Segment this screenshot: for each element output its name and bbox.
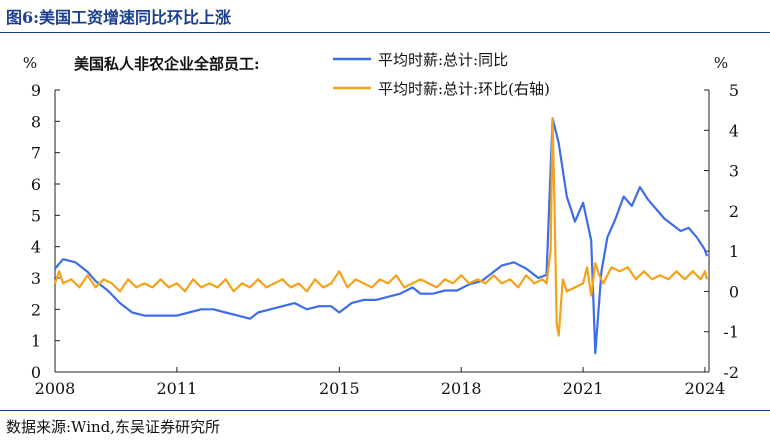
right-tick-label: -1 [723, 323, 739, 342]
x-tick-label: 2018 [441, 379, 482, 398]
series-line-yoy [54, 117, 709, 355]
left-tick-label: 0 [31, 363, 41, 382]
x-tick-label: 2024 [685, 379, 726, 398]
left-tick-label: 8 [31, 112, 41, 131]
left-tick-label: 6 [31, 175, 41, 194]
right-tick-label: 0 [729, 282, 739, 301]
right-tick-label: 5 [729, 81, 739, 100]
chart-series [53, 117, 709, 355]
right-tick-label: 3 [729, 162, 739, 181]
source-note: 数据来源:Wind,东吴证券研究所 [6, 418, 221, 436]
source-rule [0, 410, 770, 411]
left-tick-label: 9 [31, 81, 41, 100]
title-rule [0, 32, 770, 33]
x-tick-label: 2008 [35, 379, 76, 398]
left-axis-unit: % [23, 54, 37, 72]
right-tick-label: 2 [729, 202, 739, 221]
left-tick-label: 1 [31, 332, 41, 351]
x-tick-label: 2011 [157, 379, 198, 398]
right-tick-label: 4 [729, 121, 739, 140]
left-tick-label: 5 [31, 206, 41, 225]
series-line-mom [53, 117, 709, 337]
left-tick-label: 7 [31, 144, 41, 163]
legend-label: 平均时薪:总计:环比(右轴) [378, 80, 550, 98]
right-tick-label: -2 [723, 363, 739, 382]
right-tick-label: 1 [729, 242, 739, 261]
right-axis-unit: % [714, 54, 728, 72]
left-tick-label: 2 [31, 300, 41, 319]
left-tick-label: 4 [31, 238, 41, 257]
x-tick-label: 2021 [563, 379, 604, 398]
left-tick-label: 3 [31, 269, 41, 288]
chart-axes: % % 0 1 2 3 4 5 6 7 8 9 -2 -1 0 1 2 3 4 5 2008 2011 2015 2018 20… [23, 54, 739, 398]
figure-title: 图6:美国工资增速同比环比上涨 [6, 8, 232, 27]
legend-label: 平均时薪:总计:同比 [378, 51, 508, 69]
line-chart: % % 0 1 2 3 4 5 6 7 8 9 -2 -1 0 1 2 3 4 5 2008 2011 2015 2018 20… [23, 51, 739, 398]
x-tick-label: 2015 [319, 379, 360, 398]
chart-title: 美国私人非农企业全部员工: [74, 55, 260, 73]
